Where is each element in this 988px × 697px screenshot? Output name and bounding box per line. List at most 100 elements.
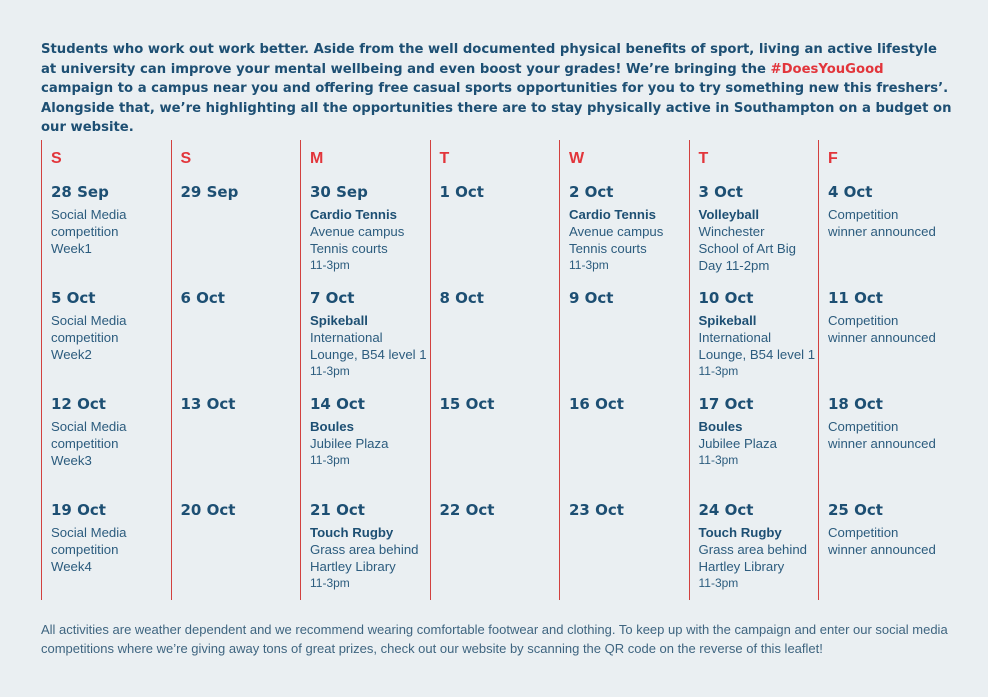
calendar-date: 28 Sep [51, 183, 109, 201]
events-calendar: S 28 Sep Social Media competition Week1 5 Oct… [41, 140, 951, 600]
calendar-day-cell: 8 Oct [440, 289, 558, 308]
day-of-week-label: M [310, 150, 324, 167]
calendar-date: 7 Oct [310, 289, 355, 307]
event-detail-line: International [310, 330, 383, 345]
calendar-day-cell: 30 Sep Cardio Tennis Avenue campus Tennis c… [310, 183, 428, 274]
event-detail-line: Avenue campus [310, 224, 405, 239]
calendar-day-cell: 2 Oct Cardio Tennis Avenue campus Tennis co… [569, 183, 687, 274]
event-title: Boules [698, 419, 743, 434]
calendar-day-cell: 1 Oct [440, 183, 558, 202]
event-title: Spikeball [698, 313, 757, 328]
day-column: W 2 Oct Cardio Tennis Avenue campus Tennis c… [559, 140, 689, 600]
event-detail-line: Grass area behind [310, 542, 419, 557]
calendar-day-cell: 3 Oct Volleyball Winchester School of Art B… [699, 183, 817, 274]
event-detail-line: Jubilee Plaza [310, 436, 389, 451]
event-title: Volleyball [698, 207, 760, 222]
calendar-day-cell: 29 Sep [181, 183, 299, 202]
calendar-day-cell: 21 Oct Touch Rugby Grass area behind Hartle… [310, 501, 428, 592]
event-title: Cardio Tennis [310, 207, 397, 222]
campaign-hashtag: #DoesYouGood [770, 61, 884, 77]
intro-text-after: campaign to a campus near you and offeri… [41, 81, 952, 135]
day-column: F 4 Oct Competition winner announced 11 Oct C… [818, 140, 948, 600]
calendar-date: 4 Oct [828, 183, 873, 201]
event-detail-line: Week1 [51, 241, 92, 256]
day-of-week-label: S [180, 150, 192, 167]
calendar-date: 5 Oct [51, 289, 96, 307]
event-detail-line: Social Media [51, 525, 127, 540]
calendar-date: 8 Oct [439, 289, 484, 307]
calendar-day-cell: 15 Oct [440, 395, 558, 414]
day-column: S 29 Sep 6 Oct 13 Oct 20 Oct [170, 140, 301, 600]
event-details: Cardio Tennis Avenue campus Tennis courts 1… [310, 206, 428, 274]
event-detail-line: Lounge, B54 level 1 [698, 347, 816, 362]
event-detail-line: Week4 [51, 559, 92, 574]
event-details: Volleyball Winchester School of Art Big Day… [699, 206, 817, 274]
calendar-day-cell: 9 Oct [569, 289, 687, 308]
calendar-day-cell: 10 Oct Spikeball International Lounge, B54 … [699, 289, 817, 380]
calendar-day-cell: 17 Oct Boules Jubilee Plaza 11-3pm [699, 395, 817, 469]
calendar-date: 1 Oct [439, 183, 484, 201]
event-detail-line: Hartley Library [698, 559, 785, 574]
calendar-day-cell: 11 Oct Competition winner announced [828, 289, 946, 346]
calendar-day-cell: 4 Oct Competition winner announced [828, 183, 946, 240]
event-detail-line: Competition [828, 525, 899, 540]
event-details: Competition winner announced [828, 418, 946, 452]
event-time: 11-3pm [310, 364, 350, 378]
calendar-day-cell: 16 Oct [569, 395, 687, 414]
event-details: Social Media competition Week2 [51, 312, 169, 363]
calendar-day-cell: 6 Oct [181, 289, 299, 308]
event-detail-line: Hartley Library [310, 559, 396, 574]
calendar-date: 12 Oct [51, 395, 106, 413]
event-detail-line: winner announced [828, 224, 936, 239]
day-column: M 30 Sep Cardio Tennis Avenue campus Tennis … [300, 140, 430, 600]
calendar-date: 11 Oct [828, 289, 883, 307]
event-detail-line: International [698, 330, 772, 345]
event-details: Competition winner announced [828, 312, 946, 346]
calendar-day-cell: 13 Oct [181, 395, 299, 414]
day-column: T 1 Oct 8 Oct 15 Oct 22 Oct [429, 140, 560, 600]
event-detail-line: Tennis courts [310, 241, 388, 256]
calendar-date: 17 Oct [698, 395, 754, 413]
event-detail-line: Jubilee Plaza [698, 436, 777, 451]
calendar-day-cell: 20 Oct [181, 501, 299, 520]
event-detail-line: winner announced [828, 542, 936, 557]
event-details: Touch Rugby Grass area behind Hartley Libr… [310, 524, 428, 592]
event-detail-line: competition [51, 224, 119, 239]
event-time: 11-3pm [698, 364, 739, 378]
calendar-date: 3 Oct [698, 183, 743, 201]
event-title: Touch Rugby [310, 525, 394, 540]
event-detail-line: competition [51, 436, 119, 451]
day-of-week-label: T [698, 150, 709, 167]
event-title: Boules [310, 419, 354, 434]
event-detail-line: Winchester [698, 224, 765, 239]
event-detail-line: Social Media [51, 313, 127, 328]
calendar-day-cell: 18 Oct Competition winner announced [828, 395, 946, 452]
event-time: 11-3pm [310, 453, 350, 467]
event-title: Cardio Tennis [569, 207, 656, 222]
calendar-date: 18 Oct [828, 395, 883, 413]
calendar-date: 13 Oct [180, 395, 236, 413]
event-detail-line: Competition [828, 207, 899, 222]
event-detail-line: Week3 [51, 453, 92, 468]
event-detail-line: Week2 [51, 347, 92, 362]
calendar-date: 21 Oct [310, 501, 365, 519]
calendar-day-cell: 23 Oct [569, 501, 687, 520]
event-details: Social Media competition Week4 [51, 524, 169, 575]
calendar-day-cell: 5 Oct Social Media competition Week2 [51, 289, 169, 363]
calendar-day-cell: 7 Oct Spikeball International Lounge, B54 l… [310, 289, 428, 380]
event-detail-line: competition [51, 542, 119, 557]
calendar-day-cell: 14 Oct Boules Jubilee Plaza 11-3pm [310, 395, 428, 469]
event-title: Spikeball [310, 313, 368, 328]
calendar-date: 16 Oct [569, 395, 624, 413]
event-details: Touch Rugby Grass area behind Hartley Libr… [699, 524, 817, 592]
calendar-date: 22 Oct [439, 501, 495, 519]
calendar-date: 20 Oct [180, 501, 236, 519]
day-of-week-label: S [51, 150, 62, 167]
event-details: Competition winner announced [828, 524, 946, 558]
event-details: Social Media competition Week1 [51, 206, 169, 257]
event-detail-line: Competition [828, 419, 899, 434]
event-detail-line: competition [51, 330, 119, 345]
event-details: Competition winner announced [828, 206, 946, 240]
day-of-week-label: T [439, 150, 450, 167]
calendar-date: 15 Oct [439, 395, 495, 413]
